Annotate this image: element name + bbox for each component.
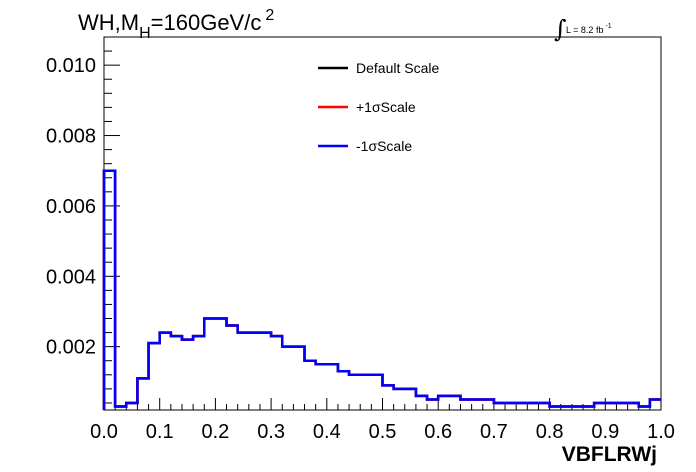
integral-sign: ∫	[554, 15, 567, 43]
y-tick-label: 0.004	[46, 266, 96, 288]
chart-title: WH,MH=160GeV/c 2	[78, 7, 274, 42]
plot-frame	[103, 36, 662, 411]
axes: 0.0 0.1 0.2 0.3 0.4 0.5 0.6 0.7 0.8 0.9 1.0 0.002 0.…	[46, 36, 675, 443]
series-line-2	[102, 169, 661, 410]
legend-label-default: Default Scale	[356, 60, 439, 76]
x-tick-label: 0.9	[591, 421, 619, 443]
series-layer	[102, 169, 661, 410]
x-tick-label: 0.0	[90, 421, 118, 443]
x-axis-title: VBFLRWj	[562, 443, 657, 466]
y-tick-label: 0.008	[46, 126, 96, 148]
x-tick-label: 0.4	[313, 421, 341, 443]
y-tick-label: 0.002	[46, 337, 96, 359]
legend-label-minus1sigma: -1σScale	[356, 138, 412, 154]
x-tick-label: 0.2	[201, 421, 229, 443]
x-tick-label: 0.1	[146, 421, 174, 443]
x-tick-label: 1.0	[647, 421, 675, 443]
x-tick-label: 0.5	[369, 421, 397, 443]
y-tick-label: 0.006	[46, 196, 96, 218]
legend: Default Scale +1σScale -1σScale	[318, 60, 439, 154]
lumi-label: L = 8.2 fb -1	[566, 23, 612, 35]
legend-label-plus1sigma: +1σScale	[356, 99, 416, 115]
x-tick-label: 0.7	[480, 421, 508, 443]
x-tick-label: 0.3	[257, 421, 285, 443]
x-tick-label: 0.6	[424, 421, 452, 443]
y-tick-label: 0.010	[46, 55, 96, 77]
x-tick-label: 0.8	[536, 421, 564, 443]
